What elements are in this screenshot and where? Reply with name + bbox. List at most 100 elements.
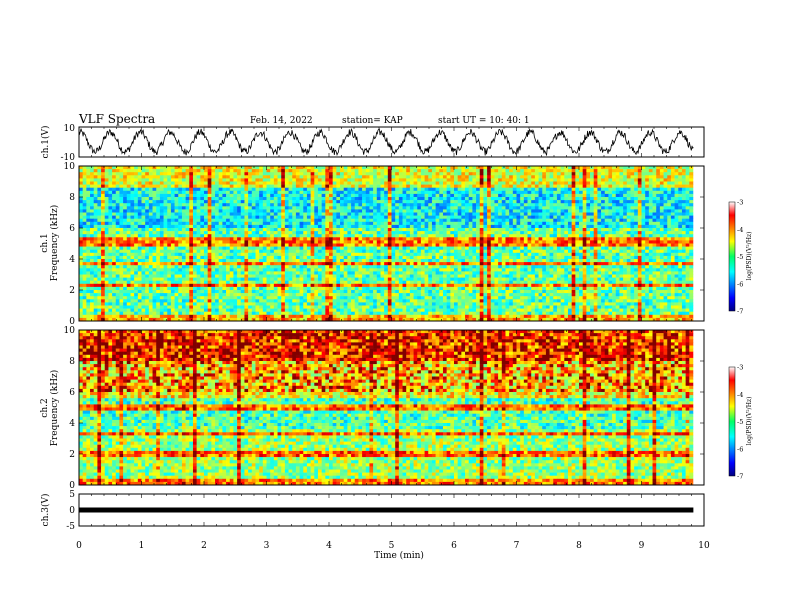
spectrogram-cell (601, 185, 605, 188)
spectrogram-cell (660, 206, 664, 209)
spectrogram-cell (362, 247, 366, 250)
spectrogram-cell (333, 234, 337, 237)
spectrogram-cell (642, 222, 646, 225)
spectrogram-cell (447, 175, 451, 178)
spectrogram-cell (171, 182, 175, 185)
spectrogram-cell (142, 182, 146, 185)
spectrogram-cell (439, 216, 443, 219)
spectrogram-cell (314, 253, 318, 256)
spectrogram-cell (517, 213, 521, 216)
spectrogram-cell (366, 206, 370, 209)
spectrogram-cell (83, 228, 87, 231)
spectrogram-cell (616, 200, 620, 203)
spectrogram-cell (623, 231, 627, 234)
spectrogram-cell (362, 209, 366, 212)
spectrogram-cell (675, 225, 679, 228)
spectrogram-cell (421, 247, 425, 250)
spectrogram-cell (160, 185, 164, 188)
spectrogram-cell (443, 188, 447, 191)
spectrogram-cell (601, 194, 605, 197)
spectrogram-cell (689, 203, 693, 206)
spectrogram-cell (630, 237, 634, 240)
spectrogram-cell (535, 172, 539, 175)
spectrogram-cell (222, 240, 226, 243)
spectrogram-cell (403, 185, 407, 188)
spectrogram-cell (153, 228, 157, 231)
spectrogram-cell (664, 234, 668, 237)
spectrogram-cell (142, 172, 146, 175)
spectrogram-cell (300, 209, 304, 212)
spectrogram-cell (410, 213, 414, 216)
spectrogram-cell (127, 175, 131, 178)
spectrogram-cell (461, 169, 465, 172)
spectrogram-cell (667, 206, 671, 209)
spectrogram-cell (517, 231, 521, 234)
spectrogram-cell (178, 231, 182, 234)
spectrogram-cell (171, 200, 175, 203)
spectrogram-cell (594, 185, 598, 188)
spectrogram-cell (108, 185, 112, 188)
spectrogram-cell (94, 203, 98, 206)
spectrogram-cell (395, 175, 399, 178)
spectrogram-cell (130, 194, 134, 197)
spectrogram-cell (153, 169, 157, 172)
spectrogram-cell (447, 172, 451, 175)
spectrogram-cell (399, 237, 403, 240)
spectrogram-cell (601, 178, 605, 181)
spectrogram-cell (539, 216, 543, 219)
spectrogram-cell (509, 182, 513, 185)
spectrogram-cell (86, 182, 90, 185)
spectrogram-cell (336, 234, 340, 237)
spectrogram-cell (90, 247, 94, 250)
spectrogram-cell (237, 216, 241, 219)
spectrogram-cell (123, 219, 127, 222)
spectrogram-cell (384, 200, 388, 203)
spectrogram-cell (454, 172, 458, 175)
spectrogram-cell (134, 206, 138, 209)
spectrogram-cell (447, 219, 451, 222)
spectrogram-cell (469, 240, 473, 243)
spectrogram-cell (564, 253, 568, 256)
spectrogram-cell (197, 213, 201, 216)
spectrogram-cell (399, 231, 403, 234)
spectrogram-cell (542, 250, 546, 253)
spectrogram-cell (465, 172, 469, 175)
spectrogram-cell (494, 222, 498, 225)
spectrogram-cell (656, 166, 660, 169)
spectrogram-cell (579, 182, 583, 185)
spectrogram-cell (303, 216, 307, 219)
spectrogram-cell (90, 194, 94, 197)
spectrogram-cell (392, 216, 396, 219)
spectrogram-cell (303, 172, 307, 175)
spectrogram-cell (83, 234, 87, 237)
spectrogram-cell (156, 256, 160, 259)
spectrogram-cell (149, 225, 153, 228)
spectrogram-cell (678, 191, 682, 194)
spectrogram-cell (395, 250, 399, 253)
spectrogram-cell (454, 178, 458, 181)
spectrogram-cell (351, 194, 355, 197)
spectrogram-cell (542, 219, 546, 222)
spectrogram-cell (425, 253, 429, 256)
spectrogram-cell (597, 166, 601, 169)
spectrogram-cell (686, 231, 690, 234)
spectrogram-cell (127, 213, 131, 216)
spectrogram-cell (601, 247, 605, 250)
spectrogram-cell (546, 203, 550, 206)
spectrogram-cell (619, 185, 623, 188)
spectrogram-cell (153, 250, 157, 253)
spectrogram-cell (366, 178, 370, 181)
spectrogram-cell (285, 185, 289, 188)
spectrogram-cell (292, 247, 296, 250)
spectrogram-cell (642, 228, 646, 231)
spectrogram-cell (340, 172, 344, 175)
spectrogram-cell (425, 216, 429, 219)
spectrogram-cell (300, 216, 304, 219)
spectrogram-cell (226, 216, 230, 219)
spectrogram-cell (366, 194, 370, 197)
spectrogram-cell (465, 231, 469, 234)
spectrogram-cell (285, 209, 289, 212)
spectrogram-cell (406, 253, 410, 256)
spectrogram-cell (619, 250, 623, 253)
spectrogram-cell (436, 185, 440, 188)
